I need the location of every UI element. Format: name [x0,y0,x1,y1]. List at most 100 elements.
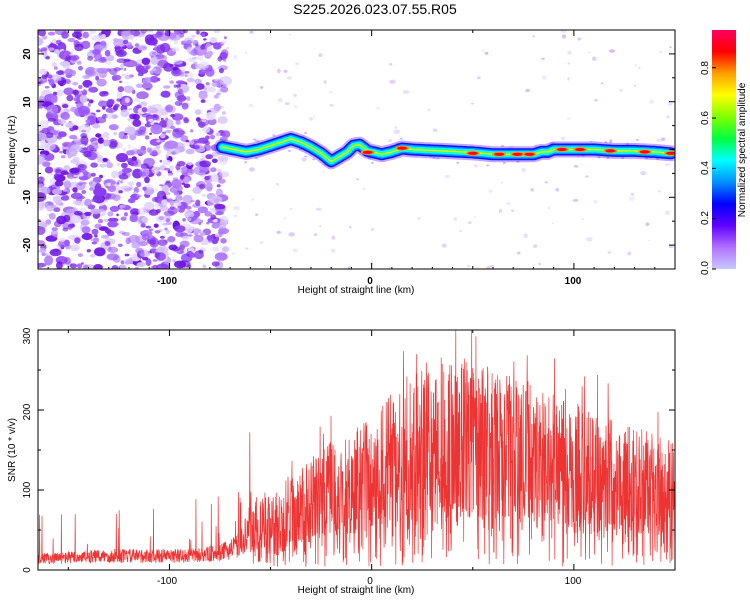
spectrogram-noise-speck [185,139,190,143]
spectrogram-noise-speck [82,89,88,96]
spectrogram-noise-speck [500,182,503,184]
spectrogram-ridge-band [221,138,672,162]
spectrogram-noise-speck [114,46,124,53]
spectrogram-noise-speck [177,204,186,213]
spectrogram-noise-speck [213,30,220,34]
spectrogram-noise-speck [609,139,613,142]
spectrogram-noise-speck [121,73,125,77]
spectrogram-noise-speck [65,148,78,157]
spectrogram-noise-speck [72,125,79,131]
spectrogram-noise-speck [67,224,73,230]
spectrogram-noise-speck [589,240,592,242]
spectrogram-noise-speck [136,91,149,100]
spectrogram-noise-speck [216,184,221,188]
spectrogram-noise-speck [185,148,195,155]
spectrogram-noise-speck [315,207,322,211]
spectrogram-noise-speck [61,31,69,39]
spectrogram-noise-speck [198,91,208,100]
spectrogram-noise-speck [219,171,230,178]
spectrogram-noise-speck [80,133,88,139]
snr-x-tick-label: -100 [157,576,177,587]
spectrogram-noise-speck [248,167,255,172]
spectrogram-noise-speck [178,102,183,106]
spectrogram-noise-speck [213,94,219,99]
spectrogram-noise-speck [82,31,89,39]
spectrogram-noise-speck [152,65,163,75]
spectrogram-noise-speck [152,259,158,262]
spectrogram-noise-speck [89,30,96,35]
spectrogram-noise-speck [108,247,112,251]
spectrogram-noise-speck [72,81,78,86]
spectrogram-noise-speck [127,143,132,149]
spectrogram-noise-speck [640,171,647,176]
spectrogram-noise-speck [205,82,210,86]
spectrogram-noise-speck [89,254,96,258]
spectrogram-noise-speck [51,227,58,232]
spectrogram-noise-speck [53,173,60,180]
spectrogram-noise-speck [304,131,308,134]
spectrogram-noise-speck [69,176,74,180]
spectrogram-noise-speck [170,125,176,130]
spec-x-tick-label: 0 [367,276,373,287]
spectrogram-noise-speck [172,127,185,138]
spectrogram-noise-speck [69,181,79,189]
spectrogram-noise-speck [155,215,167,223]
spectrogram-noise-speck [47,118,57,122]
spectrogram-noise-speck [187,172,191,176]
spectrogram-noise-speck [533,244,538,248]
spectrogram-noise-speck [124,74,132,80]
spectrogram-noise-speck [61,104,69,109]
spectrogram-noise-speck [38,218,41,222]
spec-y-tick-label: -10 [22,189,33,204]
spectrogram-noise-speck [165,117,169,122]
spectrogram-noise-speck [64,239,70,247]
spectrogram-noise-speck [199,183,206,190]
spectrogram-noise-speck [149,228,154,231]
snr-x-axis-title: Height of straight line (km) [298,585,415,596]
spectrogram-noise-speck [142,65,149,71]
spectrogram-noise-speck [90,208,101,215]
spectrogram-noise-speck [54,49,60,55]
spectrogram-noise-speck [141,106,148,113]
spectrogram-noise-speck [501,144,504,147]
spectrogram-noise-speck [46,104,59,115]
spectrogram-hot-spot-core [605,149,616,153]
spectrogram-noise-speck [538,262,541,266]
spectrogram-noise-speck [277,68,281,74]
spectrogram-noise-speck [38,120,48,130]
spectrogram-noise-speck [93,187,107,197]
spectrogram-noise-speck [206,221,210,225]
spectrogram-noise-speck [106,253,119,261]
spectrogram-noise-speck [144,201,155,210]
spectrogram-noise-speck [104,182,110,187]
spectrogram-noise-speck [133,147,138,151]
spectrogram-noise-speck [172,59,183,65]
spectrogram-noise-speck [46,142,56,151]
spectrogram-noise-speck [104,49,111,57]
spectrogram-noise-speck [594,99,598,102]
spectrogram-noise-speck [370,228,375,231]
spectrogram-noise-speck [63,180,72,189]
spectrogram-noise-speck [572,199,579,202]
spectrogram-noise-speck [38,225,44,231]
spectrogram-noise-speck [80,262,84,265]
spectrogram-noise-speck [223,36,227,40]
spectrogram-noise-speck [107,185,116,192]
spectrogram-noise-speck [70,159,80,164]
spectrogram-noise-speck [100,234,110,239]
spectrogram-noise-speck [221,111,226,115]
figure-title: S225.2026.023.07.55.R05 [293,1,457,17]
spectrogram-noise-speck [189,140,195,145]
spectrogram-noise-speck [498,208,503,213]
spectrogram-noise-speck [219,136,228,142]
spectrogram-noise-speck [176,207,180,211]
spectrogram-noise-speck [154,251,161,258]
spectrogram-noise-speck [203,85,211,92]
spectrogram-noise-speck [255,213,258,216]
spectrogram-noise-speck [295,62,299,66]
spectrogram-noise-speck [135,104,142,109]
spectrogram-noise-speck [136,262,146,268]
spectrogram-noise-speck [312,158,316,161]
spectrogram-noise-speck [576,155,580,158]
spectrogram-hot-spot-core [512,152,523,156]
